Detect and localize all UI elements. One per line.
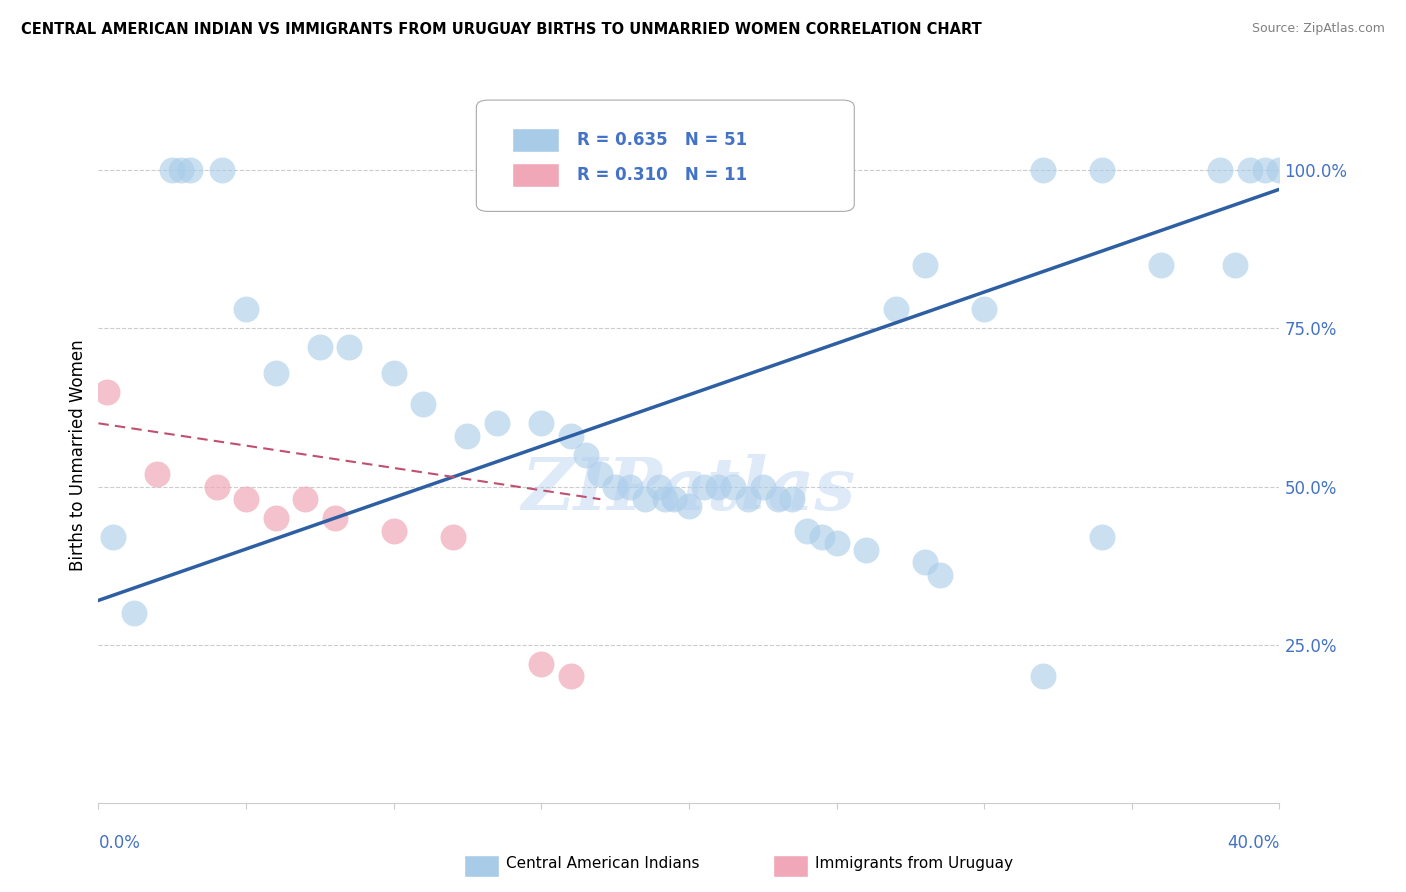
- FancyBboxPatch shape: [477, 100, 855, 211]
- Point: [782, 492, 804, 507]
- Point: [619, 479, 641, 493]
- Point: [382, 366, 405, 380]
- Point: [412, 397, 434, 411]
- Text: R = 0.635   N = 51: R = 0.635 N = 51: [576, 131, 747, 150]
- Point: [1032, 669, 1054, 683]
- Point: [530, 657, 553, 671]
- Point: [574, 448, 596, 462]
- Point: [486, 417, 509, 431]
- Point: [693, 479, 716, 493]
- Point: [309, 340, 332, 354]
- Point: [928, 568, 950, 582]
- Point: [589, 467, 612, 481]
- Point: [737, 492, 759, 507]
- Point: [179, 163, 201, 178]
- Point: [211, 163, 233, 178]
- Point: [678, 499, 700, 513]
- Text: R = 0.310   N = 11: R = 0.310 N = 11: [576, 166, 747, 185]
- Point: [810, 530, 832, 544]
- Point: [323, 511, 346, 525]
- Point: [146, 467, 169, 481]
- Point: [294, 492, 316, 507]
- Point: [884, 302, 907, 317]
- Point: [530, 417, 553, 431]
- Point: [1239, 163, 1261, 178]
- Point: [766, 492, 789, 507]
- Y-axis label: Births to Unmarried Women: Births to Unmarried Women: [69, 339, 87, 571]
- Point: [162, 163, 183, 178]
- Point: [1091, 163, 1114, 178]
- Point: [914, 556, 936, 570]
- Text: Central American Indians: Central American Indians: [506, 856, 700, 871]
- Point: [914, 258, 936, 272]
- Point: [235, 302, 257, 317]
- Point: [122, 606, 145, 620]
- Point: [1268, 163, 1291, 178]
- Point: [1254, 163, 1277, 178]
- FancyBboxPatch shape: [512, 128, 560, 153]
- Text: 40.0%: 40.0%: [1227, 834, 1279, 852]
- Point: [456, 429, 478, 443]
- Point: [1032, 163, 1054, 178]
- Point: [1209, 163, 1232, 178]
- Point: [1091, 530, 1114, 544]
- Point: [723, 479, 745, 493]
- Point: [560, 669, 582, 683]
- Point: [654, 492, 676, 507]
- Point: [264, 366, 287, 380]
- Text: CENTRAL AMERICAN INDIAN VS IMMIGRANTS FROM URUGUAY BIRTHS TO UNMARRIED WOMEN COR: CENTRAL AMERICAN INDIAN VS IMMIGRANTS FR…: [21, 22, 981, 37]
- Point: [707, 479, 730, 493]
- Point: [855, 542, 877, 557]
- Point: [170, 163, 193, 178]
- Text: Immigrants from Uruguay: Immigrants from Uruguay: [815, 856, 1014, 871]
- Point: [973, 302, 995, 317]
- Point: [441, 530, 464, 544]
- Point: [96, 384, 118, 399]
- Point: [235, 492, 257, 507]
- Point: [1223, 258, 1246, 272]
- Point: [648, 479, 671, 493]
- FancyBboxPatch shape: [512, 162, 560, 187]
- Point: [1150, 258, 1173, 272]
- Point: [103, 530, 125, 544]
- Point: [337, 340, 360, 354]
- Point: [605, 479, 627, 493]
- Point: [633, 492, 655, 507]
- Point: [382, 524, 405, 538]
- Point: [825, 536, 848, 550]
- Point: [264, 511, 287, 525]
- Point: [560, 429, 582, 443]
- Point: [796, 524, 818, 538]
- Text: ZIPatlas: ZIPatlas: [522, 454, 856, 525]
- Point: [205, 479, 228, 493]
- Point: [751, 479, 773, 493]
- Text: 0.0%: 0.0%: [98, 834, 141, 852]
- Text: Source: ZipAtlas.com: Source: ZipAtlas.com: [1251, 22, 1385, 36]
- Point: [664, 492, 686, 507]
